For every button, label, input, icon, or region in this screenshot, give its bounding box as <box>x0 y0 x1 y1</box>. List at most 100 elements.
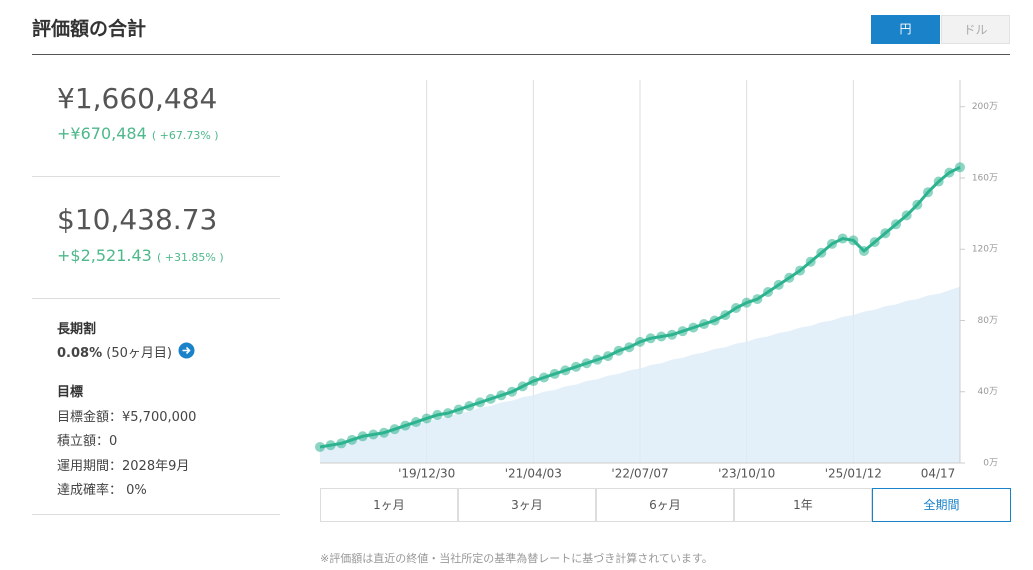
point <box>816 247 827 258</box>
point <box>389 424 400 435</box>
x-tick-label: '23/10/10 <box>718 467 775 481</box>
page-title: 評価額の合計 <box>32 18 147 40</box>
point <box>667 329 677 340</box>
point <box>699 319 709 330</box>
goal-item: 達成確率： 0% <box>57 483 147 498</box>
currency-yen[interactable]: 円 <box>871 15 940 44</box>
point <box>933 176 944 187</box>
point <box>677 326 688 337</box>
point <box>944 167 955 178</box>
chart: '19/12/30 '21/04/03 '22/07/07 '23/10/10 '25/… <box>315 80 998 481</box>
point <box>411 417 421 428</box>
point <box>432 409 443 420</box>
point <box>656 331 667 342</box>
discount-months: (50ヶ月目) <box>106 346 172 361</box>
y-tick-label: 0万 <box>983 459 998 469</box>
point <box>613 345 624 356</box>
point <box>336 438 347 449</box>
point <box>571 361 581 372</box>
point <box>475 397 485 408</box>
usd-gain-row: +$2,521.43 ( +31.85% ) <box>57 246 224 265</box>
divider <box>32 514 280 515</box>
y-tick-label: 160万 <box>972 173 998 183</box>
point <box>880 228 891 239</box>
point <box>496 390 507 401</box>
header-rule <box>32 54 1010 55</box>
period-button[interactable]: 1ヶ月 <box>320 488 458 522</box>
goal-item: 積立額：0 <box>57 434 118 449</box>
area <box>320 286 960 463</box>
period-button[interactable]: 3ヶ月 <box>458 488 596 522</box>
point <box>731 303 741 314</box>
yen-gain-pct: ( +67.73% ) <box>151 129 219 142</box>
period-button[interactable]: 1年 <box>734 488 872 522</box>
discount-title: 長期割 <box>57 322 97 337</box>
period-button[interactable]: 全期間 <box>872 488 1011 522</box>
point <box>517 381 528 392</box>
usd-total: $10,438.73 <box>57 203 218 236</box>
point <box>560 365 571 376</box>
period-button[interactable]: 6ヶ月 <box>596 488 734 522</box>
yen-gain-row: +¥670,484 ( +67.73% ) <box>57 124 219 143</box>
usd-gain: +$2,521.43 <box>57 246 152 265</box>
point <box>464 400 475 411</box>
x-tick-label: '22/07/07 <box>611 467 668 481</box>
point <box>624 342 635 353</box>
point <box>603 351 613 362</box>
point <box>773 279 784 290</box>
point <box>741 297 752 308</box>
y-tick-label: 40万 <box>978 387 998 397</box>
point <box>827 238 837 249</box>
point <box>325 440 336 451</box>
point <box>507 386 517 397</box>
point <box>837 233 848 244</box>
divider <box>32 298 280 299</box>
point <box>752 294 763 305</box>
divider <box>32 176 280 177</box>
point <box>581 358 592 369</box>
point <box>901 210 912 221</box>
point <box>347 434 357 445</box>
point <box>592 354 603 365</box>
x-tick-label: '25/01/12 <box>825 467 882 481</box>
point <box>485 393 496 404</box>
x-tick-label: 04/17 <box>921 467 956 481</box>
point <box>368 429 379 440</box>
point <box>912 199 923 210</box>
point <box>549 368 560 379</box>
footnote: ※評価額は直近の終値・当社所定の基準為替レートに基づき計算されています。 <box>320 552 713 565</box>
yen-gain: +¥670,484 <box>57 124 147 143</box>
point <box>400 420 411 431</box>
yen-total: ¥1,660,484 <box>57 82 218 115</box>
point <box>805 256 816 267</box>
goal-item: 目標金額：¥5,700,000 <box>57 410 197 425</box>
point <box>645 333 656 344</box>
usd-gain-pct: ( +31.85% ) <box>156 251 224 264</box>
x-tick-label: '19/12/30 <box>398 467 455 481</box>
discount-row: 0.08% (50ヶ月目) <box>57 342 172 361</box>
point <box>688 322 699 333</box>
point <box>859 246 869 257</box>
point <box>539 372 549 383</box>
point <box>315 441 325 452</box>
point <box>720 310 731 321</box>
discount-rate: 0.08% <box>57 346 103 361</box>
point <box>379 427 389 438</box>
point <box>528 376 539 387</box>
point <box>795 265 805 276</box>
point <box>891 219 901 230</box>
currency-usd[interactable]: ドル <box>941 15 1010 44</box>
goal-title: 目標 <box>57 385 84 400</box>
goal-item: 運用期間：2028年9月 <box>57 459 190 474</box>
point <box>709 315 720 326</box>
point <box>955 162 965 173</box>
discount-link[interactable] <box>178 342 195 359</box>
y-tick-label: 80万 <box>978 316 998 326</box>
y-tick-label: 120万 <box>972 245 998 255</box>
point <box>421 413 432 424</box>
x-tick-label: '21/04/03 <box>505 467 562 481</box>
point <box>357 431 368 442</box>
point <box>784 272 795 283</box>
point <box>453 404 464 415</box>
